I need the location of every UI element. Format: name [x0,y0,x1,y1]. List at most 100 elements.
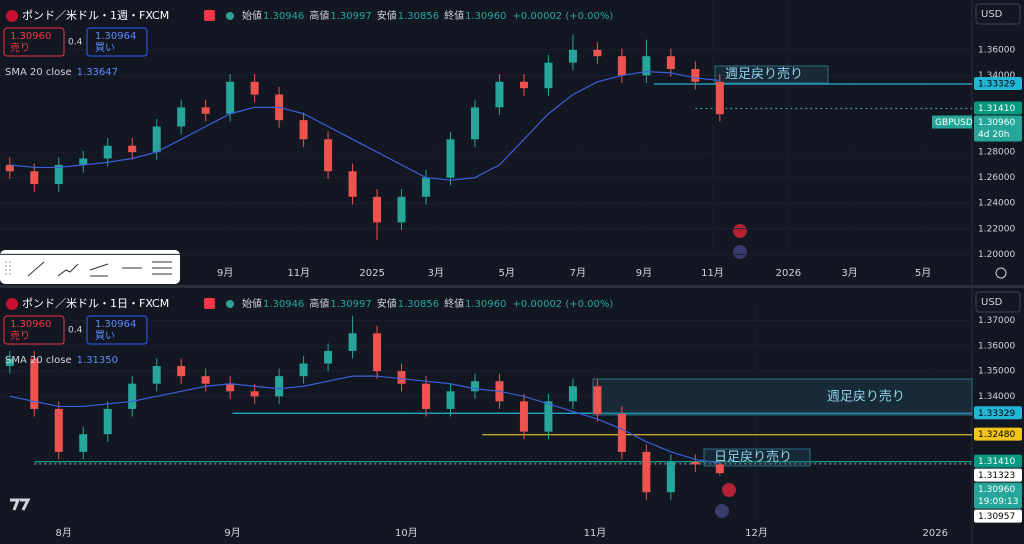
candle-body [348,171,357,197]
event-icon[interactable] [733,224,747,238]
candle-body [30,171,39,185]
symbol: ポンド／米ドル・1日・FXCM [22,297,169,310]
x-tick-label: 5月 [499,267,515,279]
buy-label: 買い [95,42,115,54]
candle-body [348,333,357,351]
candle-body [691,69,700,82]
candle-body [593,386,602,414]
candle-body [422,177,431,197]
candle-body [519,81,528,89]
event-icon[interactable] [733,245,747,259]
y-tick-label: 1.34000 [978,392,1015,402]
sma-line [9,70,720,181]
candle-body [250,81,259,95]
candle-body [324,139,333,172]
event-icon[interactable] [722,483,736,497]
candle-body [373,333,382,372]
x-tick-label: 11月 [584,527,607,539]
drawing-toolbar[interactable] [0,250,180,284]
candle-body [715,81,724,115]
ohlc-value: 1.30997 [330,299,371,310]
ohlc-key: 高値 [309,9,329,22]
candle-body [446,391,455,409]
x-tick-label: 5月 [915,267,931,279]
ohlc-value: 1.30960 [465,11,506,22]
buy-button[interactable] [86,27,148,57]
candle-body [519,401,528,432]
candle-body [446,139,455,178]
price-tag-sub: 4d 20h [978,130,1009,140]
price-tag-label: 1.30957 [978,512,1015,522]
sell-button[interactable] [3,315,65,345]
candle-body [470,381,479,392]
candle-body [54,164,63,185]
candle-body [250,391,259,397]
price-tag-sub: 19:09:13 [978,497,1018,507]
sell-button[interactable] [3,27,65,57]
annotation-box [592,378,973,416]
status-dot [226,12,234,20]
candle-body [397,371,406,384]
x-tick-label: 12月 [745,527,768,539]
candle-body [642,56,651,76]
sell-price: 1.30960 [10,31,51,42]
candle-body [152,366,161,384]
alert-icon[interactable] [204,10,215,21]
candle-body [54,408,63,452]
x-tick-label: 2026 [776,268,801,279]
ohlc-value: 1.30856 [398,299,439,310]
ohlc-key: 安値 [377,9,397,22]
annotation-box [714,65,829,84]
candle-body [642,451,651,493]
y-tick-label: 1.22000 [978,224,1015,234]
panel-divider [0,285,1024,288]
settings-icon[interactable] [995,267,1007,279]
price-tag [974,427,1022,441]
symbol-tag [932,115,972,129]
candle-body [544,401,553,432]
candle-body [226,81,235,114]
candle-body [30,358,39,409]
price-tag-label: 1.31323 [978,471,1015,481]
candle-body [299,363,308,377]
price-tag [974,406,1022,420]
ohlc-key: 終値 [444,297,464,310]
price-tag-label: 1.31410 [978,457,1015,467]
status-dot [226,300,234,308]
candle-body [593,49,602,57]
annotation: 日足戻り売り [714,449,792,465]
y-tick-label: 1.20000 [978,250,1015,260]
currency: USD [981,297,1003,308]
y-tick-label: 1.24000 [978,199,1015,209]
y-tick-label: 1.36000 [978,45,1015,55]
event-icon[interactable] [715,504,729,518]
currency-button[interactable] [975,291,1021,313]
y-tick-label: 1.34000 [978,71,1015,81]
currency-button[interactable] [975,3,1021,25]
x-tick-label: 2026 [923,528,948,539]
x-tick-label: 9月 [636,267,652,279]
candle-body [177,107,186,127]
alert-icon[interactable] [204,298,215,309]
symbol-icon [6,10,18,22]
candle-body [715,464,724,474]
price-tag-label: 1.33329 [978,79,1015,89]
candle-body [373,196,382,223]
ohlc-value: 1.30946 [263,11,304,22]
annotation: 週足戻り売り [827,389,905,405]
sma-line [9,375,720,464]
buy-button[interactable] [86,315,148,345]
candle-body [5,164,14,172]
price-tag [974,509,1022,523]
symbol: ポンド／米ドル・1週・FXCM [22,9,169,22]
ohlc-value: +0.00002 (+0.00%) [512,299,613,310]
candle-body [103,145,112,159]
price-tag [974,468,1022,482]
x-tick-label: 7月 [570,267,586,279]
price-tag-label: 1.31410 [978,104,1015,114]
y-tick-label: 1.37000 [978,316,1015,326]
candle-body [666,56,675,70]
candle-body [691,461,700,465]
price-tag-label: 1.32480 [978,430,1015,440]
